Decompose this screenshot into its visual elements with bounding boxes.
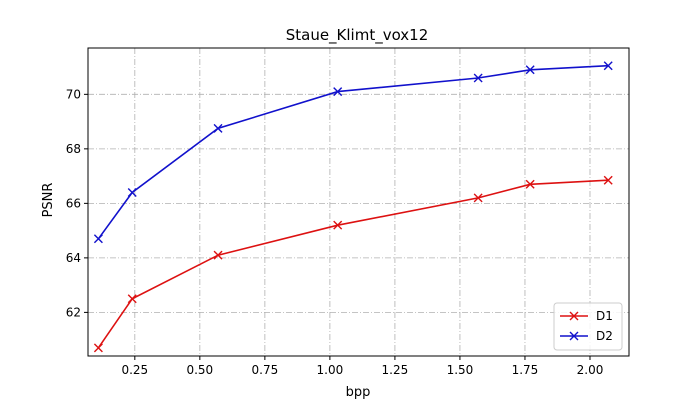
x-tick-label: 0.25 xyxy=(121,363,148,377)
y-tick-label: 68 xyxy=(66,142,81,156)
data-point-d2 xyxy=(333,87,343,97)
data-point-d1 xyxy=(333,220,343,230)
x-axis-label: bpp xyxy=(346,385,371,400)
series-d2 xyxy=(93,61,613,244)
series-line-d1 xyxy=(97,179,609,349)
y-tick-label: 66 xyxy=(66,196,81,210)
data-point-d2 xyxy=(127,187,137,197)
grid xyxy=(88,48,629,356)
x-tick-label: 2.00 xyxy=(577,363,604,377)
axis-ticks: 0.25 0.50 0.75 1.00 1.25 1.50 1.75 2.00 62 64 66 68… xyxy=(66,87,604,377)
data-point-d1 xyxy=(525,179,535,189)
data-point-d1 xyxy=(93,343,103,353)
legend-entry-d1: D1 xyxy=(560,309,613,323)
data-point-d2 xyxy=(473,73,483,83)
data-point-d1 xyxy=(213,250,223,260)
series-line-d2 xyxy=(97,64,609,240)
chart-title: Staue_Klimt_vox12 xyxy=(286,26,429,45)
legend-entry-d2: D2 xyxy=(560,329,613,343)
data-point-d2 xyxy=(603,61,613,71)
series-layer xyxy=(93,61,613,353)
legend-label-d1: D1 xyxy=(596,309,613,323)
data-point-d2 xyxy=(93,234,103,244)
y-axis-label: PSNR xyxy=(41,183,56,218)
legend-label-d2: D2 xyxy=(596,329,613,343)
x-tick-label: 1.50 xyxy=(447,363,474,377)
y-tick-label: 70 xyxy=(66,87,81,101)
data-point-d1 xyxy=(603,175,613,185)
x-tick-label: 0.75 xyxy=(252,363,279,377)
data-point-d1 xyxy=(473,193,483,203)
data-point-d2 xyxy=(525,65,535,75)
y-tick-label: 64 xyxy=(66,251,81,265)
plot-frame xyxy=(87,47,630,357)
x-tick-label: 1.00 xyxy=(317,363,344,377)
x-tick-label: 1.25 xyxy=(382,363,409,377)
y-tick-label: 62 xyxy=(66,305,81,319)
data-point-d1 xyxy=(127,294,137,304)
data-point-d2 xyxy=(213,123,223,133)
x-tick-label: 0.50 xyxy=(186,363,213,377)
series-d1 xyxy=(93,175,613,353)
x-tick-label: 1.75 xyxy=(512,363,539,377)
